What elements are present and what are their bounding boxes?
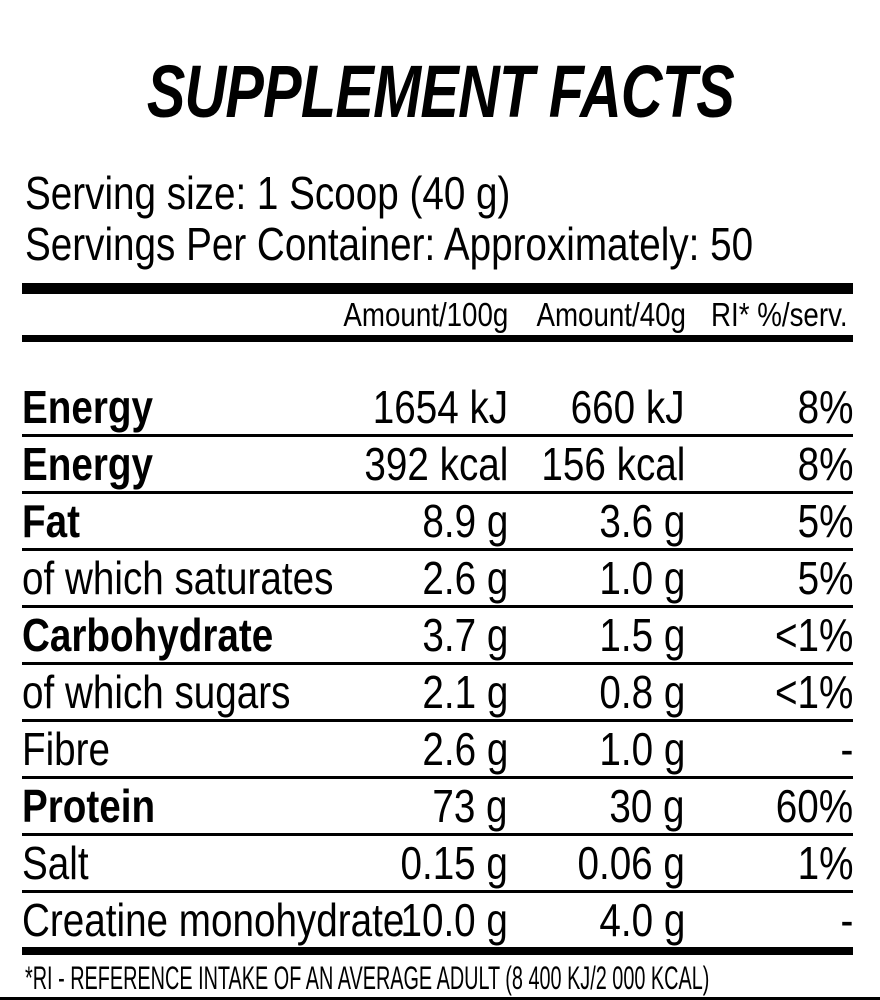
- row-per40: 3.6 g: [599, 495, 685, 547]
- serving-size-line: Serving size: 1 Scoop (40 g): [25, 167, 511, 219]
- row-ri: 5%: [797, 495, 853, 547]
- row-per100: 10.0 g: [400, 894, 508, 946]
- row-per40: 0.06 g: [577, 837, 685, 889]
- header-amount-100g: Amount/100g: [343, 295, 509, 333]
- row-per100: 2.6 g: [422, 723, 508, 775]
- column-headers: Amount/100g Amount/40g RI* %/serv.: [22, 294, 853, 335]
- serving-info: Serving size: 1 Scoop (40 g) Servings Pe…: [25, 168, 880, 270]
- row-per40: 30 g: [609, 780, 685, 832]
- table-row: Creatine monohydrate 10.0 g 4.0 g -: [22, 892, 853, 948]
- servings-per-container-line: Servings Per Container: Approximately: 5…: [25, 218, 754, 270]
- nutrition-table: Energy 1654 kJ 660 kJ 8% Energy 392 kcal…: [22, 380, 853, 947]
- table-row: Fat 8.9 g 3.6 g 5%: [22, 492, 853, 551]
- row-label: Energy: [22, 438, 154, 490]
- table-row: Carbohydrate 3.7 g 1.5 g <1%: [22, 606, 853, 665]
- reference-intake-footnote: *RI - REFERENCE INTAKE OF AN AVERAGE ADU…: [25, 960, 710, 996]
- header-amount-40g: Amount/40g: [536, 295, 686, 333]
- row-label: Carbohydrate: [22, 609, 274, 661]
- table-row: of which saturates 2.6 g 1.0 g 5%: [22, 549, 853, 608]
- table-row: Salt 0.15 g 0.06 g 1%: [22, 834, 853, 893]
- row-ri: <1%: [774, 666, 853, 718]
- row-label: Fibre: [22, 723, 111, 775]
- page-title-text: SUPPLEMENT FACTS: [146, 50, 734, 133]
- row-per100: 0.15 g: [400, 837, 508, 889]
- row-label: Salt: [22, 837, 89, 889]
- row-ri: 8%: [797, 381, 853, 433]
- row-per40: 0.8 g: [599, 666, 685, 718]
- row-per100: 3.7 g: [422, 609, 508, 661]
- row-per100: 1654 kJ: [372, 381, 508, 433]
- table-row: Energy 1654 kJ 660 kJ 8%: [22, 380, 853, 437]
- row-per40: 660 kJ: [571, 381, 685, 433]
- row-per40: 4.0 g: [599, 894, 685, 946]
- table-row: Fibre 2.6 g 1.0 g -: [22, 720, 853, 779]
- row-label: Creatine monohydrate: [22, 894, 405, 946]
- row-per100: 392 kcal: [364, 438, 508, 490]
- table-row: Protein 73 g 30 g 60%: [22, 777, 853, 836]
- row-per40: 156 kcal: [541, 438, 685, 490]
- row-per100: 2.1 g: [422, 666, 508, 718]
- row-label: Energy: [22, 381, 154, 433]
- bottom-edge-bar: [0, 997, 880, 1000]
- row-label: Fat: [22, 495, 80, 547]
- header-ri-percent: RI* %/serv.: [711, 295, 848, 333]
- row-label: of which saturates: [22, 552, 334, 604]
- row-ri: -: [840, 894, 853, 946]
- row-ri: 60%: [775, 780, 853, 832]
- row-ri: -: [840, 723, 853, 775]
- divider-thick-under-headers: [22, 335, 853, 342]
- footer-rule-area: [22, 947, 853, 955]
- page-title: SUPPLEMENT FACTS: [0, 52, 880, 132]
- divider-thick-top: [22, 283, 853, 294]
- row-ri: 5%: [797, 552, 853, 604]
- row-label: of which sugars: [22, 666, 291, 718]
- row-per40: 1.0 g: [599, 552, 685, 604]
- row-ri: <1%: [774, 609, 853, 661]
- divider-thick-bottom: [22, 947, 853, 955]
- table-row: of which sugars 2.1 g 0.8 g <1%: [22, 663, 853, 722]
- row-per100: 8.9 g: [422, 495, 508, 547]
- facts-panel: Amount/100g Amount/40g RI* %/serv.: [22, 283, 853, 342]
- row-per100: 2.6 g: [422, 552, 508, 604]
- row-per100: 73 g: [432, 780, 508, 832]
- row-per40: 1.0 g: [599, 723, 685, 775]
- row-ri: 1%: [797, 837, 853, 889]
- row-label: Protein: [22, 780, 156, 832]
- row-per40: 1.5 g: [599, 609, 685, 661]
- table-row: Energy 392 kcal 156 kcal 8%: [22, 435, 853, 494]
- row-ri: 8%: [797, 438, 853, 490]
